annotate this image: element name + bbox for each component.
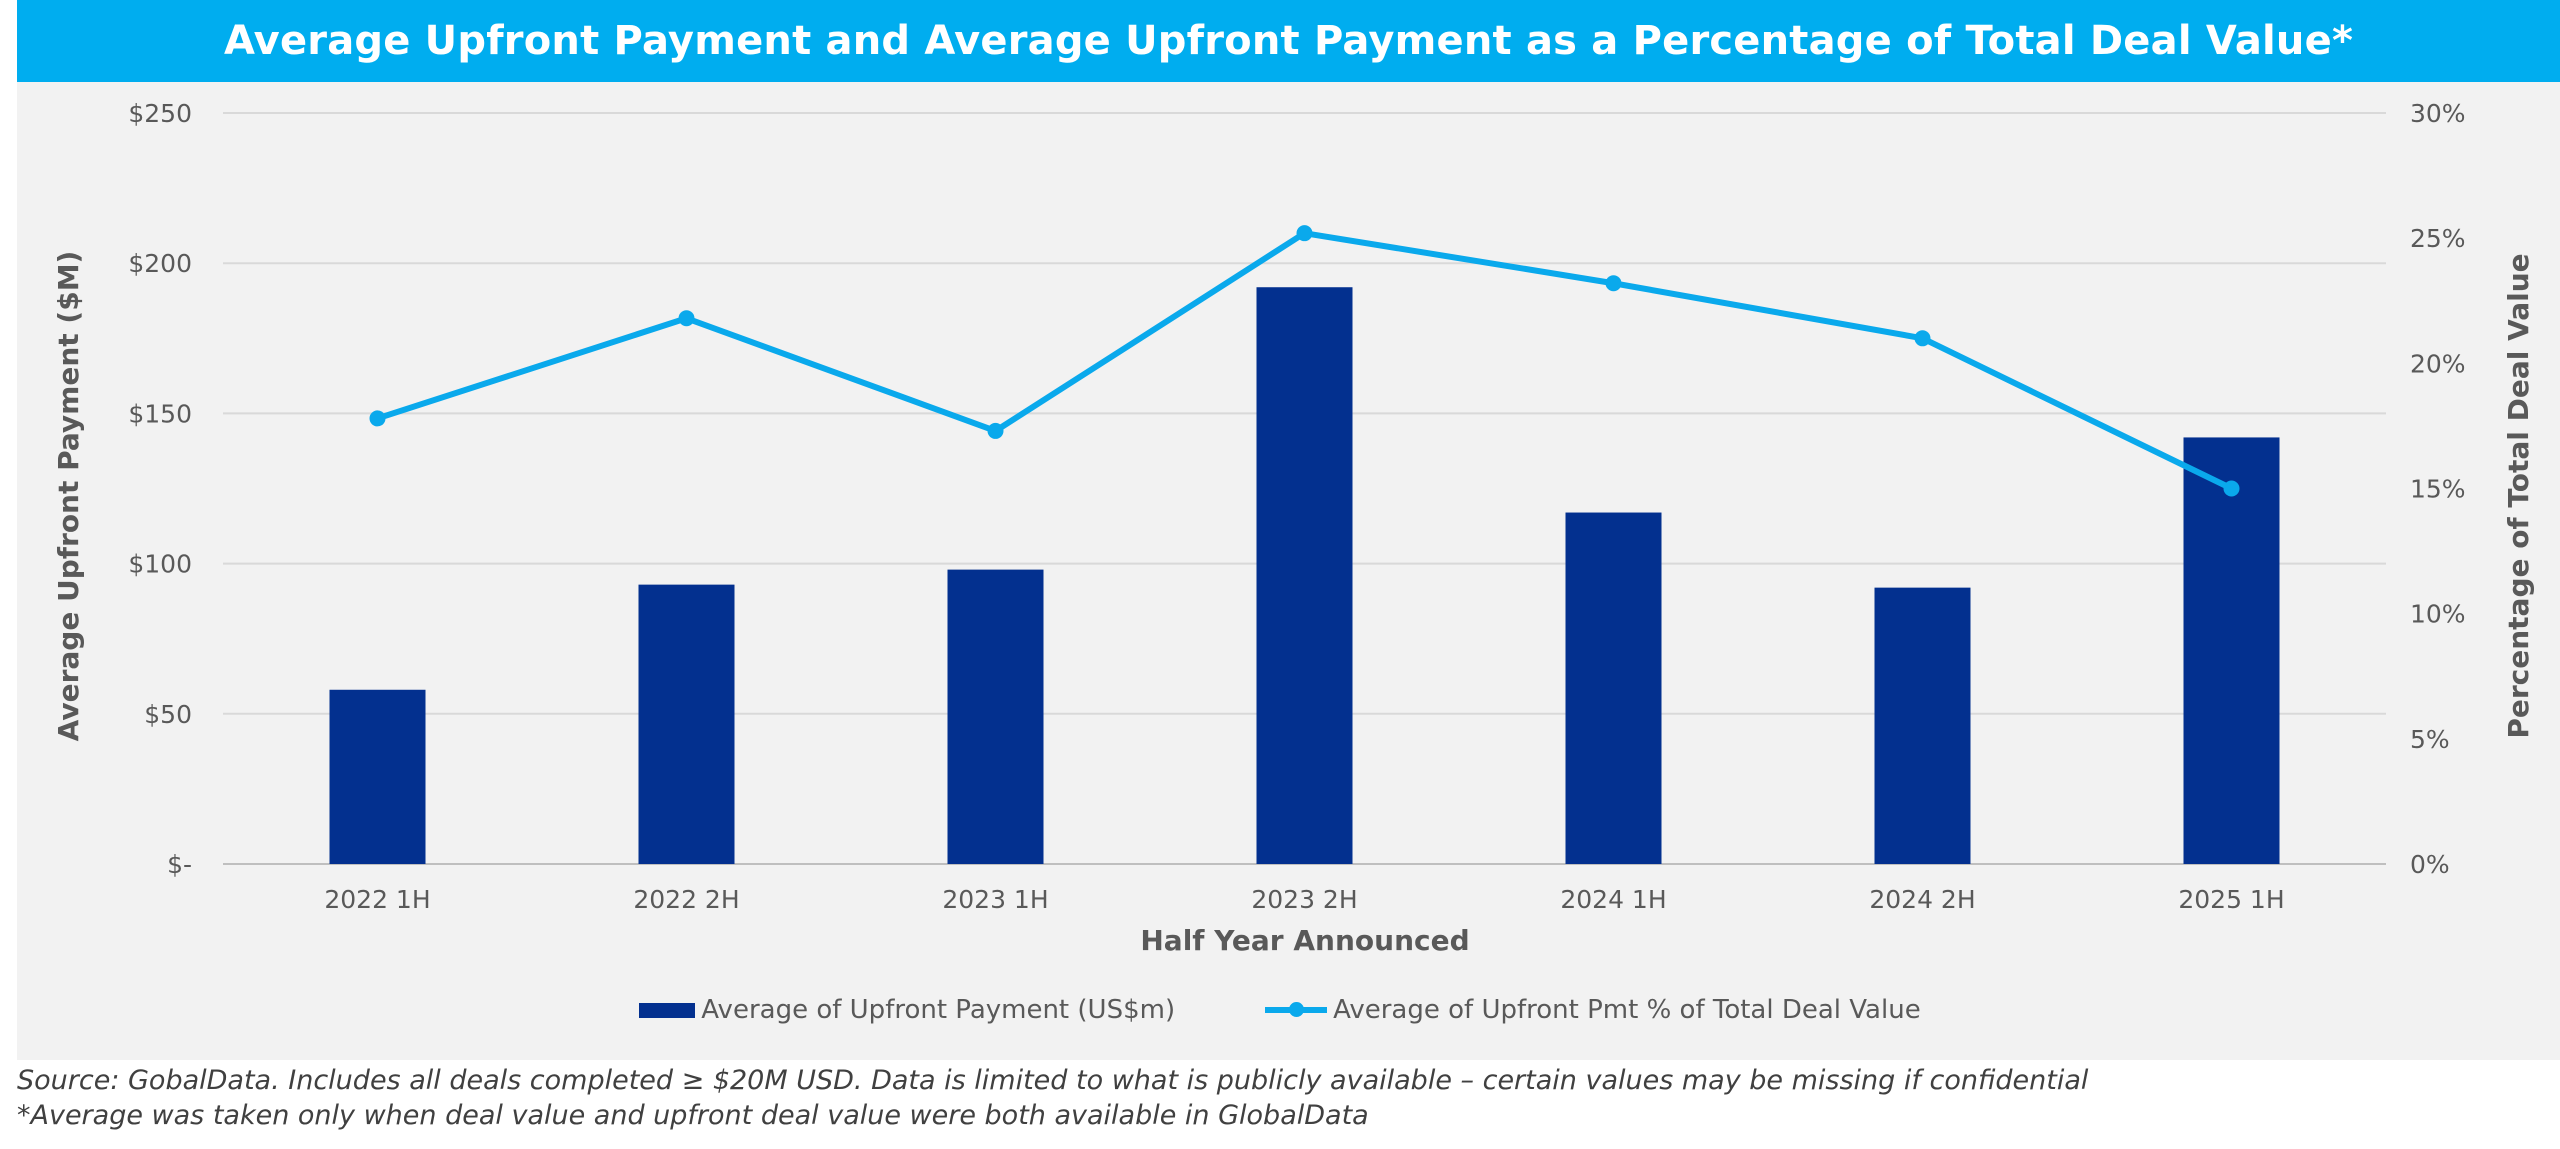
y2-tick-label: 15% xyxy=(2410,475,2466,504)
y-tick-label: $150 xyxy=(128,399,192,428)
legend-label-bars: Average of Upfront Payment (US$m) xyxy=(701,995,1176,1025)
left-axis-ticks: $- $50 $100 $150 $200 $250 xyxy=(128,99,192,879)
line-point xyxy=(1914,330,1931,347)
bar xyxy=(947,569,1044,864)
bar-swatch-icon xyxy=(639,1002,696,1018)
bar xyxy=(1256,287,1353,864)
y-tick-label: $250 xyxy=(128,99,192,128)
bar xyxy=(1874,587,1971,864)
legend-item-line: Average of Upfront Pmt % of Total Deal V… xyxy=(1265,995,1921,1025)
y2-tick-label: 25% xyxy=(2410,224,2466,253)
y2-tick-label: 20% xyxy=(2410,349,2466,378)
combo-chart: $- $50 $100 $150 $200 $250 0% 5% 10% 15% 20% 25% 30… xyxy=(52,99,2535,957)
line-series xyxy=(369,225,2240,497)
bar-series xyxy=(329,287,2280,864)
footnote: *Average was taken only when deal value … xyxy=(17,1100,1369,1131)
x-axis-ticks: 2022 1H 2022 2H 2023 1H 2023 2H 2024 1H 2024 … xyxy=(324,885,2284,914)
legend-label-line: Average of Upfront Pmt % of Total Deal V… xyxy=(1333,995,1921,1025)
bar xyxy=(329,689,426,864)
legend: Average of Upfront Payment (US$m) Averag… xyxy=(0,995,2560,1025)
source-note: Source: GobalData. Includes all deals co… xyxy=(17,1065,2089,1096)
line-point xyxy=(369,410,386,427)
y-axis-title: Average Upfront Payment ($M) xyxy=(52,251,85,742)
line-swatch-icon xyxy=(1265,1002,1328,1017)
y2-tick-label: 30% xyxy=(2410,99,2466,128)
x-tick-label: 2025 1H xyxy=(2178,885,2284,914)
y2-tick-label: 10% xyxy=(2410,600,2466,629)
x-tick-label: 2023 1H xyxy=(942,885,1048,914)
y2-tick-label: 5% xyxy=(2410,725,2450,754)
x-tick-label: 2022 1H xyxy=(324,885,430,914)
x-tick-label: 2024 2H xyxy=(1869,885,1975,914)
bar xyxy=(2183,437,2280,864)
y-tick-label: $100 xyxy=(128,550,192,579)
line-point xyxy=(1296,225,1313,242)
line-point xyxy=(987,422,1004,439)
y-tick-label: $- xyxy=(167,850,192,879)
line-point xyxy=(1605,275,1622,292)
x-tick-label: 2023 2H xyxy=(1251,885,1357,914)
bar xyxy=(1565,512,1662,864)
line-point xyxy=(2223,480,2240,497)
bar xyxy=(638,584,735,864)
x-axis-title: Half Year Announced xyxy=(1140,924,1469,957)
x-tick-label: 2022 2H xyxy=(633,885,739,914)
y2-tick-label: 0% xyxy=(2410,850,2450,879)
y-tick-label: $50 xyxy=(144,700,192,729)
chart-title: Average Upfront Payment and Average Upfr… xyxy=(223,18,2354,64)
line-point xyxy=(678,310,695,327)
legend-item-bars: Average of Upfront Payment (US$m) xyxy=(639,995,1175,1025)
source-notes: Source: GobalData. Includes all deals co… xyxy=(17,1063,2088,1133)
x-tick-label: 2024 1H xyxy=(1560,885,1666,914)
right-axis-ticks: 0% 5% 10% 15% 20% 25% 30% xyxy=(2410,99,2466,879)
y2-axis-title: Percentage of Total Deal Value xyxy=(2502,253,2535,738)
y-tick-label: $200 xyxy=(128,249,192,278)
title-bar: Average Upfront Payment and Average Upfr… xyxy=(17,0,2560,82)
